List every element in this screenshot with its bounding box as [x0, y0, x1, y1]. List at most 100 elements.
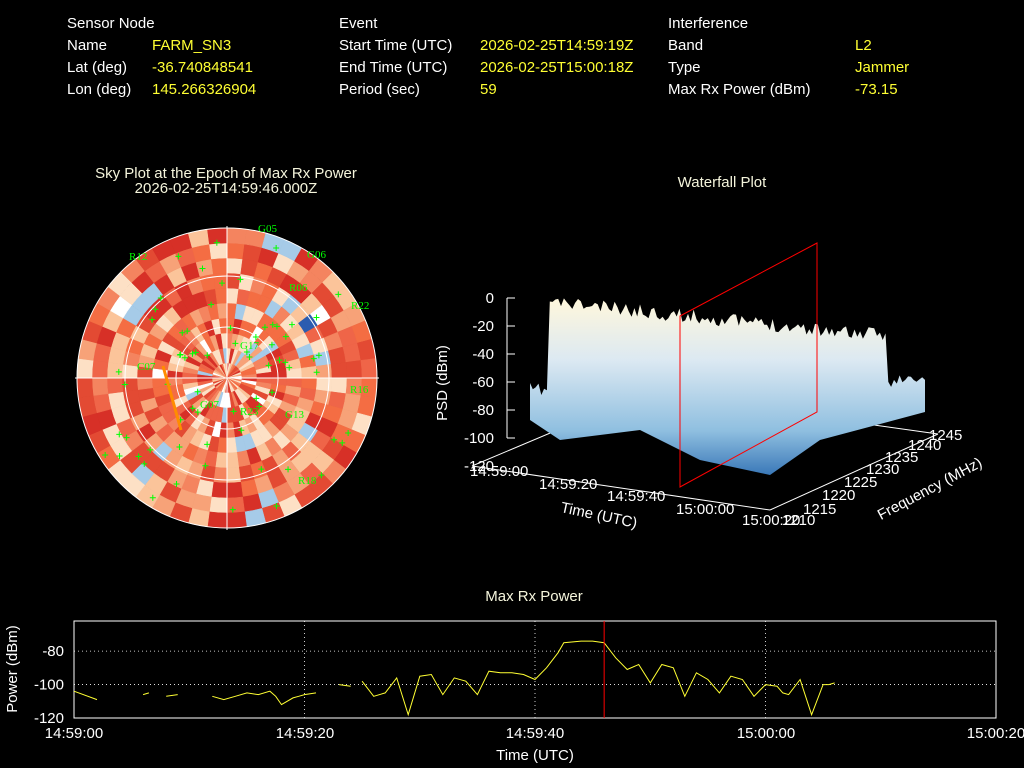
y-tick-label: 1210: [782, 512, 815, 529]
satellite-label: G17: [240, 340, 259, 352]
satellite-marker: [121, 381, 128, 388]
satellite-marker: [202, 462, 209, 469]
satellite-marker: [310, 355, 317, 362]
power-x-tick-label: 14:59:20: [276, 725, 334, 742]
sensor-name-label: Name: [67, 37, 108, 54]
satellite-marker: [335, 291, 342, 298]
sensor-lat-label: Lat (deg): [67, 59, 128, 76]
sensor-node-heading: Sensor Node: [67, 15, 155, 32]
waterfall-title: Waterfall Plot: [677, 174, 767, 191]
satellite-marker: [276, 357, 283, 364]
skyplot-heatmap: [76, 227, 378, 529]
satellite-marker: [227, 324, 234, 331]
satellite-label: R12: [129, 251, 147, 263]
satellite-marker: [177, 351, 184, 358]
x-tick-label: 14:59:20: [539, 476, 597, 493]
satellite-marker: [318, 472, 325, 479]
satellite-marker: [273, 245, 280, 252]
band-label: Band: [668, 37, 704, 54]
z-tick-label: -100: [464, 430, 494, 447]
satellite-marker: [265, 362, 272, 369]
max-rx-power-value: -73.15: [855, 81, 898, 98]
skyplot-title: Sky Plot at the Epoch of Max Rx Power: [95, 165, 357, 182]
y-tick-label: 1230: [866, 461, 899, 478]
power-y-tick-label: -100: [34, 677, 64, 694]
satellite-marker: [229, 506, 236, 513]
satellite-marker: [102, 452, 109, 459]
power-y-tick-label: -80: [42, 643, 64, 660]
waterfall-z-axis: [506, 297, 515, 439]
max-rx-power-label: Max Rx Power (dBm): [668, 81, 811, 98]
satellite-marker: [199, 265, 206, 272]
satellite-marker: [176, 444, 183, 451]
satellite-marker: [184, 328, 191, 335]
y-tick-label: 1225: [844, 474, 877, 491]
waterfall-cursor-plane: [679, 242, 818, 488]
power-trace-segment: [339, 684, 351, 687]
satellite-label: R22: [351, 300, 369, 312]
y-tick-label: 1215: [803, 501, 836, 518]
satellite-marker: [282, 359, 289, 366]
power-trace-segment: [142, 692, 150, 696]
satellite-marker: [219, 280, 226, 287]
satellite-marker: [258, 466, 265, 473]
event-end-value: 2026-02-25T15:00:18Z: [480, 59, 634, 76]
satellite-label: R16: [350, 384, 369, 396]
satellite-marker: [152, 306, 159, 313]
z-tick-label: -120: [464, 458, 494, 475]
satellite-marker: [315, 352, 322, 359]
satellite-marker: [115, 368, 122, 375]
skyplot-subtitle: 2026-02-25T14:59:46.000Z: [134, 180, 318, 197]
type-label: Type: [668, 59, 701, 76]
satellite-label: C07: [137, 361, 156, 373]
event-end-label: End Time (UTC): [339, 59, 448, 76]
satellite-marker: [189, 350, 196, 357]
satellite-marker: [273, 323, 280, 330]
event-period-value: 59: [480, 81, 497, 98]
type-value: Jammer: [855, 59, 910, 76]
satellite-marker: [173, 480, 180, 487]
skyplot-grid: [75, 226, 379, 530]
y-tick-label: 1235: [885, 449, 918, 466]
satellite-marker: [246, 353, 253, 360]
sensor-lon-value: 145.266326904: [152, 81, 257, 98]
satellite-marker: [345, 429, 352, 436]
satellite-label: G06: [307, 249, 326, 261]
satellite-marker: [116, 453, 123, 460]
power-x-tick-label: 14:59:00: [45, 725, 103, 742]
satellite-labels: G05 R12 G06 R06 R22 C07 G07 R23 R16 R18 …: [129, 223, 369, 487]
sensor-lat-value: -36.740848541: [152, 59, 253, 76]
satellite-markers: [102, 239, 352, 513]
satellite-marker: [288, 321, 295, 328]
power-trace-segment: [166, 694, 178, 697]
satellite-marker: [252, 333, 259, 340]
power-trace: [73, 640, 835, 717]
satellite-marker: [192, 349, 199, 356]
power-trace-segment: [361, 640, 835, 717]
satellite-marker: [194, 409, 201, 416]
event-start-label: Start Time (UTC): [339, 37, 453, 54]
satellite-marker: [149, 494, 156, 501]
satellite-marker: [269, 389, 276, 396]
satellite-marker: [147, 446, 154, 453]
z-tick-label: 0: [486, 290, 494, 307]
satellite-label: G07: [200, 399, 219, 411]
power-x-tick-label: 15:00:20: [967, 725, 1024, 742]
satellite-label: G13: [285, 409, 304, 421]
satellite-marker: [268, 341, 275, 348]
band-value: L2: [855, 37, 872, 54]
interference-heading: Interference: [668, 15, 749, 32]
satellite-marker: [339, 439, 346, 446]
satellite-marker: [313, 314, 320, 321]
x-tick-label: 15:00:20: [742, 512, 800, 529]
satellite-marker: [230, 408, 237, 415]
satellite-marker: [213, 239, 220, 246]
satellite-marker: [204, 441, 211, 448]
satellite-marker: [253, 395, 260, 402]
satellite-marker: [175, 253, 182, 260]
satellite-marker: [313, 369, 320, 376]
satellite-marker: [285, 466, 292, 473]
power-trace-segment: [73, 690, 98, 701]
